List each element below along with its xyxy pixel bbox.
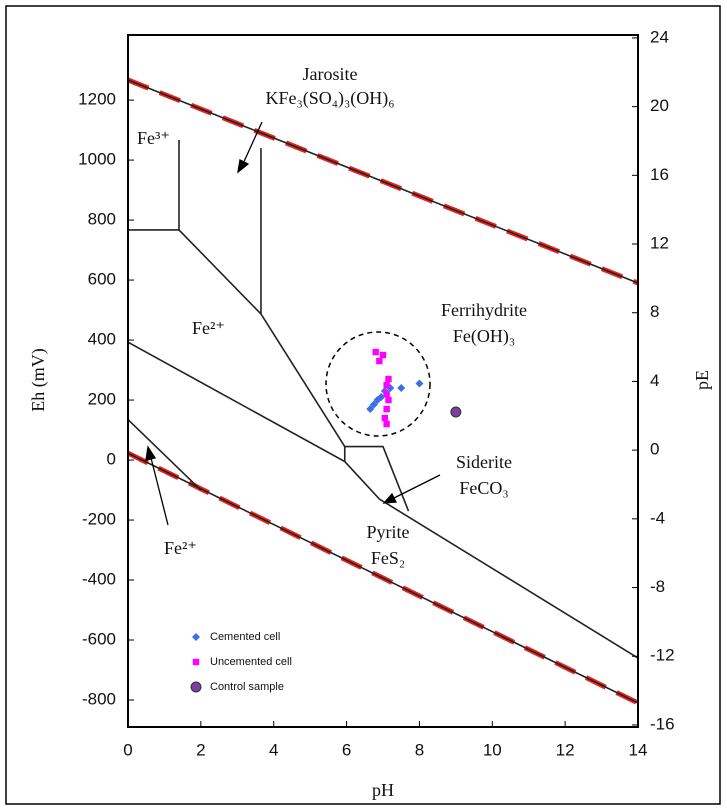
point [383,381,390,389]
boundary-line [127,79,639,284]
point [381,414,389,422]
annotation: FeS₂ [371,548,405,568]
arrowhead [145,445,157,461]
annotation: FeCO₃ [459,478,508,498]
y2-tick-label: -12 [650,646,675,665]
x-tick-label: 0 [123,740,132,759]
y2-tick-label: 16 [650,165,669,184]
point [372,348,379,356]
x-tick-label: 6 [342,740,351,759]
point [450,406,462,418]
y-tick-label: 200 [88,390,116,409]
arrow [149,453,169,526]
point [385,375,392,383]
legend-marker [190,681,202,693]
y2-tick-label: 4 [650,371,659,390]
point [377,393,386,402]
point [383,420,390,428]
point [415,379,424,388]
y-tick-label: -200 [82,510,116,529]
y-tick-label: -800 [82,689,116,708]
y-tick-label: 0 [107,450,116,469]
annotation: Pyrite [367,522,410,542]
boundary-line [127,452,639,704]
annotation: Fe²⁺ [164,538,197,558]
y2-tick-label: 8 [650,302,659,321]
boundary-line [260,313,410,512]
annotation: Fe³⁺ [137,128,170,148]
point [379,351,387,359]
boundary-line [127,341,639,659]
y-tick-label: 800 [88,210,116,229]
arrows [145,121,441,526]
point [369,400,378,409]
boundary-line [178,148,262,316]
cluster-circle [325,331,431,437]
y-tick-label: -400 [82,570,116,589]
annotation: Ferrihydrite [441,300,527,320]
annotation: Fe²⁺ [192,318,225,338]
x-tick-label: 10 [483,740,502,759]
x-tick-label: 2 [196,740,205,759]
y-tick-label: 600 [88,270,116,289]
boundary-line [128,139,180,231]
point [383,405,390,413]
frame [5,5,721,805]
arrowhead [237,159,250,174]
legend-marker [192,633,200,641]
x-tick-label: 14 [629,740,648,759]
plot-area [126,77,640,706]
axes-box [127,34,639,728]
y2-tick-label: 20 [650,96,669,115]
annotation: Jarosite [303,64,358,84]
x-tick-label: 4 [269,740,278,759]
legend-label: Cemented cell [210,631,280,643]
y2-tick-label: 12 [650,234,669,253]
y-tick-label: 1200 [78,90,116,109]
point [366,405,375,414]
y-tick-label: 1000 [78,150,116,169]
y2-tick-label: -16 [650,714,675,733]
legend-label: Uncemented cell [210,656,292,668]
y-axis-label: Eh (mV) [28,348,49,411]
point [376,357,383,365]
arrow [241,121,263,167]
x-tick-label: 8 [415,740,424,759]
y2-tick-label: 24 [650,27,669,46]
arrow [389,474,441,501]
arrowhead [382,492,398,504]
annotation: KFe₃(SO₄)₃(OH)₆ [265,88,394,109]
y-tick-label: -600 [82,629,116,648]
legend-marker [192,658,200,666]
legend-label: Control sample [210,681,284,693]
y2-tick-label: 0 [650,440,659,459]
annotation: Siderite [456,452,512,472]
annotation: Fe(OH)₃ [453,326,515,347]
x-tick-label: 12 [556,740,575,759]
y2-axis-label: pE [692,370,712,390]
point [383,390,390,398]
point [397,384,406,393]
y2-tick-label: -8 [650,577,665,596]
boundary-line [127,418,202,491]
y-tick-label: 400 [88,330,116,349]
x-axis-label: pH [372,780,394,800]
point [385,396,392,404]
y2-tick-label: -4 [650,508,665,527]
